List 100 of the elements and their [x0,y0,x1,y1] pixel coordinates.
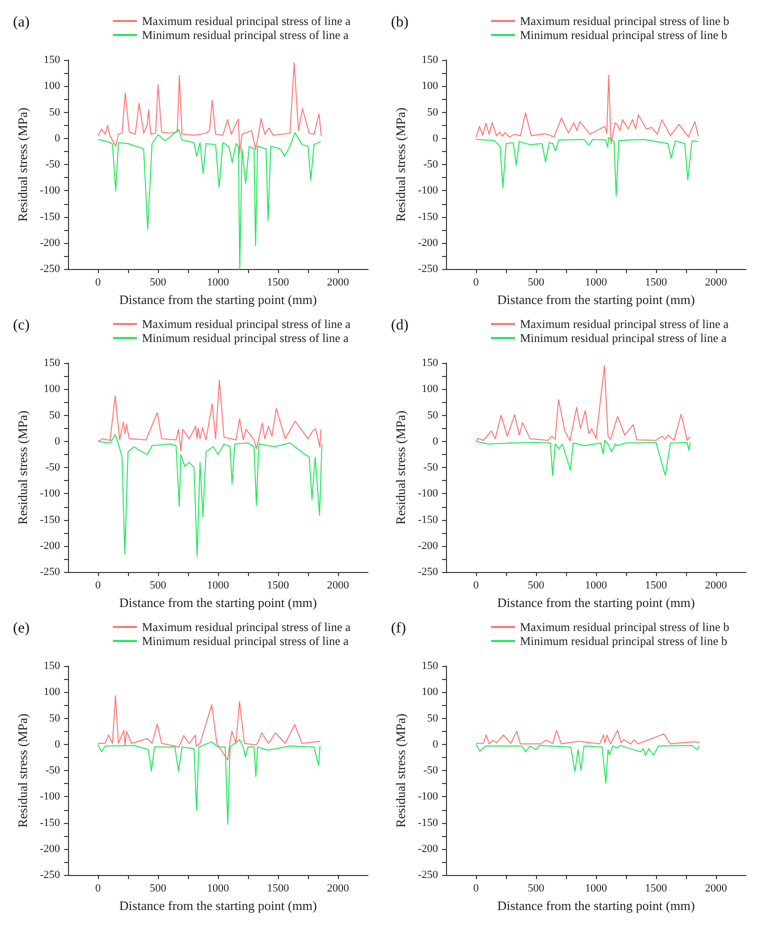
y-tick-label: -150 [40,514,61,526]
y-tick-label: 0 [432,738,439,750]
y-tick-label: -200 [418,540,439,552]
x-tick-label: 2000 [705,882,728,895]
y-tick-label: 150 [422,54,439,66]
y-tick-label: -50 [45,462,61,474]
legend-label: Minimum residual principal stress of line b [520,28,728,42]
y-tick-label: -150 [418,816,439,829]
x-tick-label: 500 [528,276,545,289]
y-tick-label: -200 [418,236,439,249]
y-tick-label: 0 [54,435,61,448]
y-tick-label: -250 [40,263,61,276]
x-axis-title: Distance from the starting point (mm) [119,595,317,610]
line-series [98,739,321,825]
chart-title: (f) [391,620,406,636]
y-tick-label: -250 [40,869,61,882]
x-tick-label: 2000 [327,276,350,289]
x-tick-label: 1000 [207,882,230,895]
line-series [98,434,322,557]
legend-label: Minimum residual principal stress of line a [520,331,728,345]
x-axis-title: Distance from the starting point (mm) [497,898,695,913]
y-tick-label: 50 [427,409,439,422]
y-axis-title: Residual stress (MPa) [15,713,30,828]
x-tick-label: 500 [528,580,545,592]
legend-label: Maximum residual principal stress of line b [520,620,730,634]
y-tick-label: 0 [432,435,439,448]
y-tick-label: -200 [40,236,61,249]
x-axis-title: Distance from the starting point (mm) [497,595,695,610]
y-tick-label: -150 [40,210,61,223]
line-series [476,365,691,442]
y-tick-label: 50 [49,712,61,724]
line-series [476,440,691,476]
chart-title: (e) [13,620,30,636]
y-tick-label: -100 [40,790,61,803]
y-tick-label: -250 [418,869,439,882]
x-tick-label: 1500 [267,580,290,592]
y-tick-label: 50 [427,106,439,118]
y-axis-title: Residual stress (MPa) [15,410,30,525]
chart-title: (b) [391,14,408,30]
legend-label: Minimum residual principal stress of line b [520,634,728,648]
line-series [98,380,322,452]
x-tick-label: 0 [95,580,102,592]
y-tick-label: 50 [49,409,61,422]
x-tick-label: 1500 [645,580,668,592]
y-axis-title: Residual stress (MPa) [393,107,408,222]
y-axis-title: Residual stress (MPa) [393,410,408,525]
legend-label: Maximum residual principal stress of line a [142,620,352,634]
y-axis-title: Residual stress (MPa) [15,107,30,222]
x-axis-title: Distance from the starting point (mm) [119,898,317,913]
x-axis-title: Distance from the starting point (mm) [497,292,695,307]
x-tick-label: 2000 [327,882,350,895]
legend-label: Minimum residual principal stress of line a [142,634,350,648]
line-series [476,74,699,144]
y-tick-label: 150 [44,357,61,369]
y-tick-label: -50 [45,764,61,777]
x-tick-label: 1000 [585,882,608,895]
x-tick-label: 1000 [207,580,230,592]
x-tick-label: 0 [95,276,102,289]
x-tick-label: 0 [473,276,480,289]
legend-label: Maximum residual principal stress of line b [520,14,730,28]
y-tick-label: 100 [422,80,439,92]
line-series [476,744,700,784]
y-tick-label: -100 [40,184,61,197]
y-tick-label: -150 [40,816,61,829]
y-tick-label: 50 [427,712,439,724]
x-tick-label: 1500 [645,882,668,895]
y-tick-label: -150 [418,210,439,223]
x-tick-label: 0 [473,882,480,895]
x-tick-label: 0 [95,882,102,895]
y-tick-label: -100 [40,488,61,500]
y-tick-label: -50 [423,462,439,474]
y-tick-label: -200 [40,842,61,855]
y-tick-label: -250 [418,263,439,276]
x-tick-label: 500 [150,882,167,895]
legend-label: Minimum residual principal stress of line a [142,331,350,345]
x-tick-label: 1000 [585,580,608,592]
x-tick-label: 2000 [705,580,728,592]
y-tick-label: 0 [54,738,61,750]
line-series [98,695,321,761]
y-tick-label: 150 [422,660,439,672]
y-tick-label: -100 [418,184,439,197]
y-tick-label: -50 [45,158,61,171]
line-series [476,730,700,744]
y-tick-label: 100 [44,80,61,92]
y-tick-label: 150 [44,660,61,672]
x-tick-label: 1000 [585,276,608,289]
legend-label: Minimum residual principal stress of line a [142,28,350,42]
y-tick-label: -150 [418,514,439,526]
line-series [98,62,322,154]
x-tick-label: 1500 [267,882,290,895]
y-tick-label: -50 [423,158,439,171]
y-tick-label: 100 [422,383,439,396]
chart-title: (a) [13,14,30,30]
y-tick-label: -200 [418,842,439,855]
y-tick-label: 0 [432,132,439,144]
x-axis-title: Distance from the starting point (mm) [119,292,317,307]
y-tick-label: -100 [418,790,439,803]
x-tick-label: 0 [473,580,480,592]
legend-label: Maximum residual principal stress of line a [142,14,352,28]
chart-title: (c) [13,318,30,334]
